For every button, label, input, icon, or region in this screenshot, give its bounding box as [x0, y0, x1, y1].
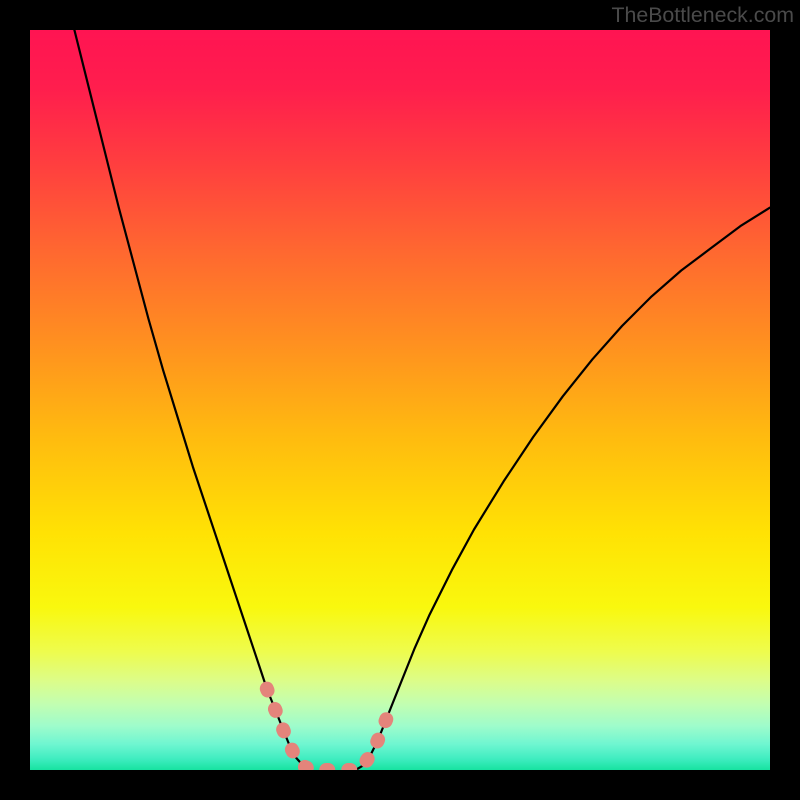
curve-left: [74, 30, 311, 770]
beaded-overlay: [267, 689, 389, 770]
outer-frame: TheBottleneck.com: [0, 0, 800, 800]
chart-overlay: [30, 30, 770, 770]
plot-area: [30, 30, 770, 770]
watermark-text: TheBottleneck.com: [611, 3, 794, 28]
curve-right: [356, 208, 770, 770]
